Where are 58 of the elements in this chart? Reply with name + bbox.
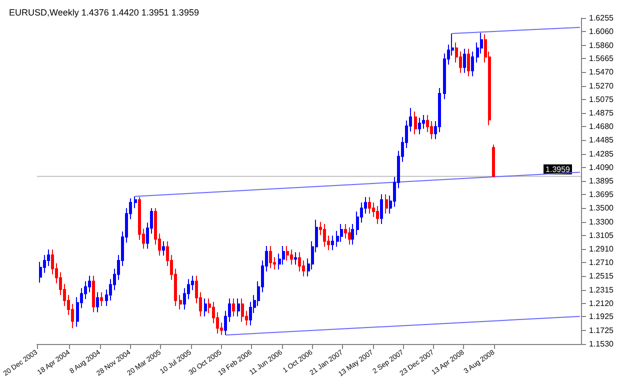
candlestick: [286, 246, 289, 262]
ref-line-label: 1.3959: [546, 164, 571, 174]
candlestick: [134, 196, 137, 209]
candlestick: [323, 223, 326, 248]
candlestick: [463, 48, 466, 74]
candlestick: [471, 50, 474, 77]
y-tick-label: 1.4875: [589, 108, 614, 118]
y-tick-label: 1.2515: [589, 272, 614, 281]
candlestick: [418, 117, 421, 135]
y-tick-label: 1.5470: [589, 68, 614, 77]
candlestick: [162, 240, 165, 256]
candlestick: [204, 298, 207, 317]
candlestick: [100, 292, 103, 307]
candlestick: [294, 252, 297, 266]
y-tick-label: 1.4485: [589, 136, 614, 145]
y-tick-label: 1.3300: [589, 217, 614, 226]
y-tick-label: 1.2710: [589, 258, 614, 268]
candlestick: [241, 298, 244, 322]
candlestick: [232, 298, 235, 317]
y-tick-label: 1.2910: [589, 244, 614, 254]
candlestick: [376, 206, 379, 224]
y-tick-label: 1.4285: [589, 149, 614, 158]
chart-title: EURUSD,Weekly 1.4376 1.4420 1.3951 1.3959: [9, 8, 199, 18]
candlestick: [96, 292, 99, 313]
candlestick: [290, 248, 293, 266]
y-tick-label: 1.3695: [589, 190, 614, 200]
candlestick: [467, 48, 470, 77]
y-tick-label: 1.2315: [589, 285, 614, 294]
candlestick: [385, 194, 388, 214]
candlestick: [414, 110, 417, 135]
y-tick-label: 1.5860: [589, 40, 614, 50]
candlestick: [237, 298, 240, 317]
y-tick-label: 1.3500: [589, 204, 614, 213]
y-tick-label: 1.3895: [589, 176, 614, 186]
candlestick: [368, 196, 371, 214]
y-tick-label: 1.5075: [589, 94, 614, 104]
candlestick: [351, 223, 354, 246]
candlestick: [380, 194, 383, 224]
y-tick-label: 1.1725: [589, 326, 614, 336]
candlestick: [492, 144, 495, 178]
candlestick: [298, 252, 301, 272]
y-tick-label: 1.5665: [589, 54, 614, 64]
y-tick-label: 1.5270: [589, 81, 614, 90]
y-tick-label: 1.2120: [589, 298, 614, 308]
y-tick-label: 1.1530: [589, 340, 614, 348]
y-tick-label: 1.6060: [589, 26, 614, 36]
y-tick-label: 1.6255: [589, 14, 614, 22]
candlestick: [179, 294, 182, 310]
y-tick-label: 1.1925: [589, 312, 614, 322]
candlestick: [269, 246, 272, 269]
candlestick: [348, 226, 351, 246]
candlestick: [331, 235, 334, 251]
y-tick-label: 1.4090: [589, 162, 614, 172]
candlestick: [340, 223, 343, 242]
candlestick: [92, 275, 95, 313]
y-tick-label: 1.4680: [589, 122, 614, 132]
y-tick-label: 1.3105: [589, 230, 614, 240]
candlestick: [282, 246, 285, 266]
